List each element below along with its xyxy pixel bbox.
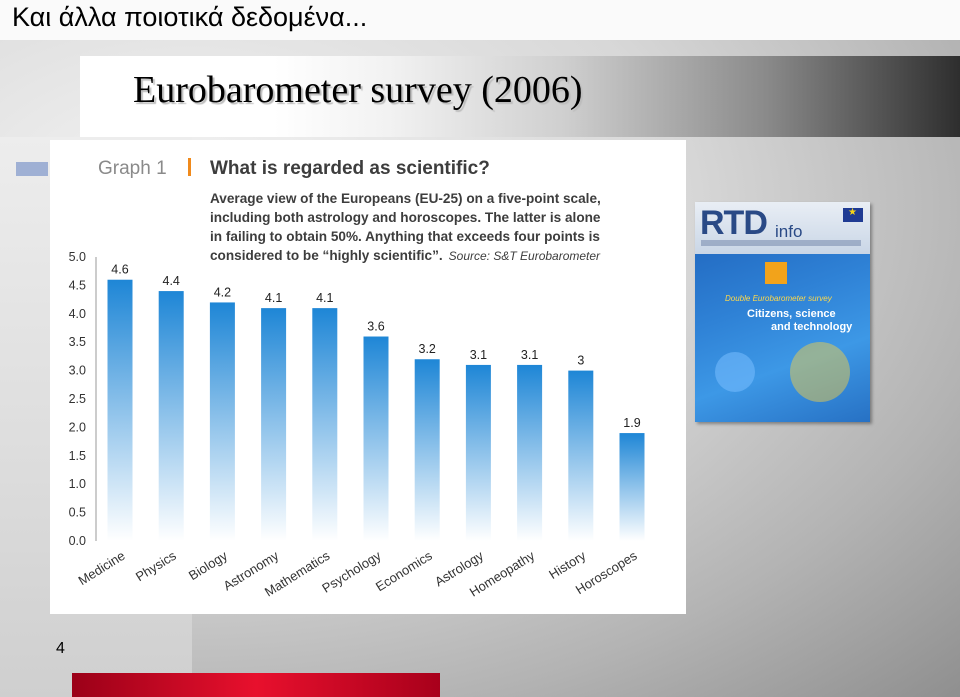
- bar-value-label: 4.1: [316, 291, 333, 305]
- graph-divider: [188, 158, 191, 176]
- bar: [568, 370, 594, 541]
- top-strip: [0, 0, 960, 40]
- bar-value-label: 3.6: [367, 320, 384, 334]
- chart-card: Graph 1 What is regarded as scientific? …: [50, 140, 686, 614]
- x-category-label: Psychology: [319, 548, 384, 596]
- x-category-label: History: [546, 548, 589, 582]
- y-tick-label: 1.5: [69, 449, 86, 463]
- bar-value-label: 4.2: [214, 285, 231, 299]
- cover-headline-1: Citizens, science: [747, 308, 836, 320]
- slide-number: 4: [56, 640, 65, 657]
- bar: [158, 291, 184, 541]
- cover-graphic: [715, 352, 755, 392]
- y-tick-label: 3.0: [69, 364, 86, 378]
- cover-brand-suffix: info: [775, 222, 803, 241]
- y-tick-label: 5.0: [69, 250, 86, 264]
- y-tick-label: 4.5: [69, 278, 86, 292]
- cover-graphic: [790, 342, 850, 402]
- bar: [414, 359, 440, 541]
- bar-value-label: 4.4: [163, 274, 180, 288]
- y-axis: 0.0 0.5 1.0 1.5 2.0 2.5 3.0 3.5 4.0 4.5 5.0: [69, 250, 97, 548]
- slide-title: Eurobarometer survey (2006): [133, 69, 583, 111]
- eu-flag-icon: [843, 207, 863, 222]
- bar-chart: Graph 1 What is regarded as scientific? …: [69, 158, 645, 600]
- cover-survey-text: Double Eurobarometer survey: [725, 294, 832, 303]
- x-category-label: Economics: [373, 548, 435, 595]
- bar: [517, 364, 543, 541]
- y-tick-label: 2.5: [69, 392, 86, 406]
- bar: [107, 279, 133, 541]
- description-line: Average view of the Europeans (EU-25) on…: [210, 191, 601, 206]
- bar-value-label: 1.9: [623, 416, 640, 430]
- bar-value-label: 3.2: [419, 342, 436, 356]
- y-tick-label: 0.5: [69, 506, 86, 520]
- bar: [465, 364, 491, 541]
- y-tick-label: 3.5: [69, 335, 86, 349]
- cover-headline-2: and technology: [771, 321, 853, 333]
- bar-value-label: 3.1: [470, 348, 487, 362]
- x-category-label: Medicine: [76, 548, 128, 588]
- bar: [261, 308, 287, 541]
- magazine-cover: RTD info Double Eurobarometer survey Cit…: [695, 202, 870, 422]
- title-bar: [80, 56, 960, 137]
- bar-value-label: 4.6: [111, 263, 128, 277]
- cover-graphic: [765, 262, 787, 284]
- description-line: considered to be “highly scientific”. Sou…: [210, 248, 601, 263]
- bar-value-label: 3.1: [521, 348, 538, 362]
- description-line: including both astrology and horoscopes.…: [210, 210, 601, 225]
- bar: [619, 433, 645, 541]
- y-tick-label: 2.0: [69, 420, 86, 434]
- y-tick-label: 0.0: [69, 534, 86, 548]
- y-tick-label: 4.0: [69, 307, 86, 321]
- bar: [209, 302, 235, 541]
- y-tick-label: 1.0: [69, 477, 86, 491]
- bars: [107, 279, 645, 541]
- bar: [363, 336, 389, 541]
- source-text: Source: S&T Eurobarometer: [449, 249, 601, 263]
- graph-question: What is regarded as scientific?: [210, 158, 490, 179]
- bar: [312, 308, 338, 541]
- graph-label: Graph 1: [98, 158, 167, 179]
- x-category-label: Physics: [133, 548, 179, 585]
- slide-heading: Και άλλα ποιοτικά δεδομένα...: [12, 2, 368, 32]
- footer-red-bar: [72, 673, 440, 697]
- description-line: in failing to obtain 50%. Anything that …: [210, 229, 600, 244]
- accent-dash: [16, 162, 48, 176]
- description-line-text: considered to be “highly scientific”.: [210, 248, 443, 263]
- bar-value-label: 4.1: [265, 291, 282, 305]
- bar-value-label: 3: [577, 354, 584, 368]
- cover-brand: RTD: [700, 204, 768, 242]
- cover-subtitle-strip: [701, 240, 861, 246]
